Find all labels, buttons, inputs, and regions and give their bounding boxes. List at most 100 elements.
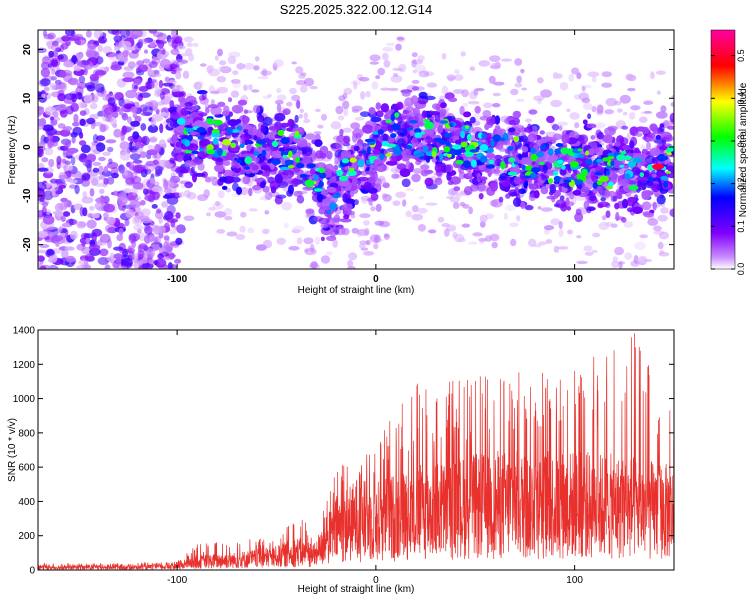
- heatmap-cell: [309, 167, 316, 175]
- heatmap-cell: [366, 146, 371, 154]
- heatmap-cell: [303, 118, 311, 124]
- heatmap-cell: [44, 225, 54, 231]
- heatmap-cell: [155, 235, 161, 245]
- heatmap-cell: [170, 48, 180, 56]
- heatmap-cell: [217, 190, 225, 199]
- heatmap-cell: [395, 43, 402, 51]
- heatmap-cell: [604, 189, 610, 197]
- heatmap-cell: [518, 188, 526, 194]
- heatmap-cell: [89, 73, 100, 82]
- heatmap-cell: [117, 195, 128, 206]
- heatmap-cell: [431, 151, 437, 158]
- heatmap-cell: [382, 194, 392, 202]
- heatmap-cell: [605, 221, 614, 227]
- heatmap-cell: [64, 160, 72, 166]
- heatmap-cell: [239, 143, 245, 148]
- heatmap-cell: [637, 255, 648, 264]
- heatmap-cell: [628, 184, 639, 191]
- spectrogram-frame: [37, 29, 675, 270]
- heatmap-cell: [304, 179, 315, 188]
- heatmap-cell: [386, 143, 397, 148]
- heatmap-cell: [469, 149, 480, 153]
- heatmap-cell: [418, 116, 424, 123]
- heatmap-cell: [206, 212, 211, 217]
- heatmap-cell: [656, 90, 661, 95]
- heatmap-cell: [138, 243, 148, 250]
- heatmap-cell: [306, 163, 316, 169]
- heatmap-cell: [97, 44, 103, 53]
- heatmap-cell: [447, 76, 455, 82]
- heatmap-cell: [425, 202, 438, 206]
- heatmap-cell: [180, 59, 189, 64]
- heatmap-cell: [581, 86, 586, 92]
- heatmap-cell: [70, 230, 78, 240]
- heatmap-cell: [280, 137, 290, 145]
- heatmap-cell: [216, 157, 224, 163]
- heatmap-cell: [441, 223, 450, 228]
- heatmap-cell: [166, 218, 179, 223]
- heatmap-cell: [524, 204, 534, 211]
- heatmap-cell: [452, 231, 458, 239]
- heatmap-cell: [103, 165, 108, 174]
- heatmap-cell: [411, 173, 421, 183]
- spectrogram-x-ticks: -100 0 100: [167, 30, 583, 285]
- heatmap-cell: [558, 228, 564, 238]
- heatmap-cell: [573, 179, 584, 185]
- heatmap-cell: [162, 82, 174, 87]
- heatmap-cell: [467, 100, 480, 105]
- heatmap-cell: [639, 234, 648, 239]
- heatmap-cell: [338, 175, 349, 182]
- heatmap-cell: [346, 170, 357, 177]
- heatmap-cell: [265, 152, 271, 160]
- heatmap-cell: [138, 264, 148, 269]
- heatmap-cell: [243, 62, 255, 70]
- heatmap-cell: [40, 117, 46, 127]
- heatmap-cell: [119, 151, 131, 161]
- heatmap-cell: [81, 240, 86, 247]
- heatmap-cell: [132, 131, 140, 140]
- heatmap-cell: [178, 191, 185, 198]
- heatmap-cell: [134, 211, 139, 217]
- heatmap-cell: [625, 73, 634, 81]
- heatmap-cell: [132, 164, 144, 174]
- heatmap-cell: [550, 218, 561, 226]
- heatmap-cell: [437, 124, 444, 134]
- heatmap-cell: [619, 94, 631, 104]
- heatmap-cell: [638, 178, 647, 183]
- heatmap-cell: [43, 86, 50, 92]
- heatmap-cell: [224, 207, 233, 216]
- heatmap-cell: [653, 137, 665, 144]
- heatmap-cell: [164, 92, 175, 100]
- heatmap-cell: [90, 177, 99, 186]
- heatmap-cell: [95, 142, 106, 152]
- heatmap-cell: [191, 150, 200, 155]
- heatmap-cell: [76, 53, 83, 60]
- snr-x-ticks: -100 0 100: [167, 330, 583, 586]
- heatmap-cell: [293, 190, 303, 197]
- heatmap-cell: [559, 81, 569, 91]
- heatmap-cell: [267, 176, 275, 184]
- heatmap-cell: [130, 153, 141, 161]
- heatmap-cell: [422, 145, 429, 152]
- heatmap-cell: [460, 130, 466, 139]
- heatmap-cell: [76, 221, 87, 229]
- heatmap-cell: [641, 126, 650, 135]
- heatmap-cell: [156, 208, 162, 214]
- heatmap-cell: [235, 159, 243, 163]
- heatmap-cell: [139, 104, 148, 112]
- heatmap-cell: [348, 252, 358, 261]
- heatmap-cell: [175, 66, 182, 73]
- heatmap-cell: [304, 248, 309, 253]
- heatmap-cell: [414, 132, 422, 139]
- heatmap-cell: [343, 135, 351, 144]
- heatmap-cell: [552, 72, 559, 80]
- heatmap-cell: [602, 134, 613, 144]
- heatmap-cell: [133, 85, 138, 90]
- heatmap-cell: [41, 56, 52, 65]
- heatmap-cell: [124, 219, 130, 227]
- heatmap-cell: [601, 215, 607, 221]
- heatmap-cell: [222, 138, 231, 146]
- heatmap-cell: [304, 133, 317, 140]
- heatmap-cell: [417, 207, 428, 214]
- heatmap-cell: [633, 255, 639, 264]
